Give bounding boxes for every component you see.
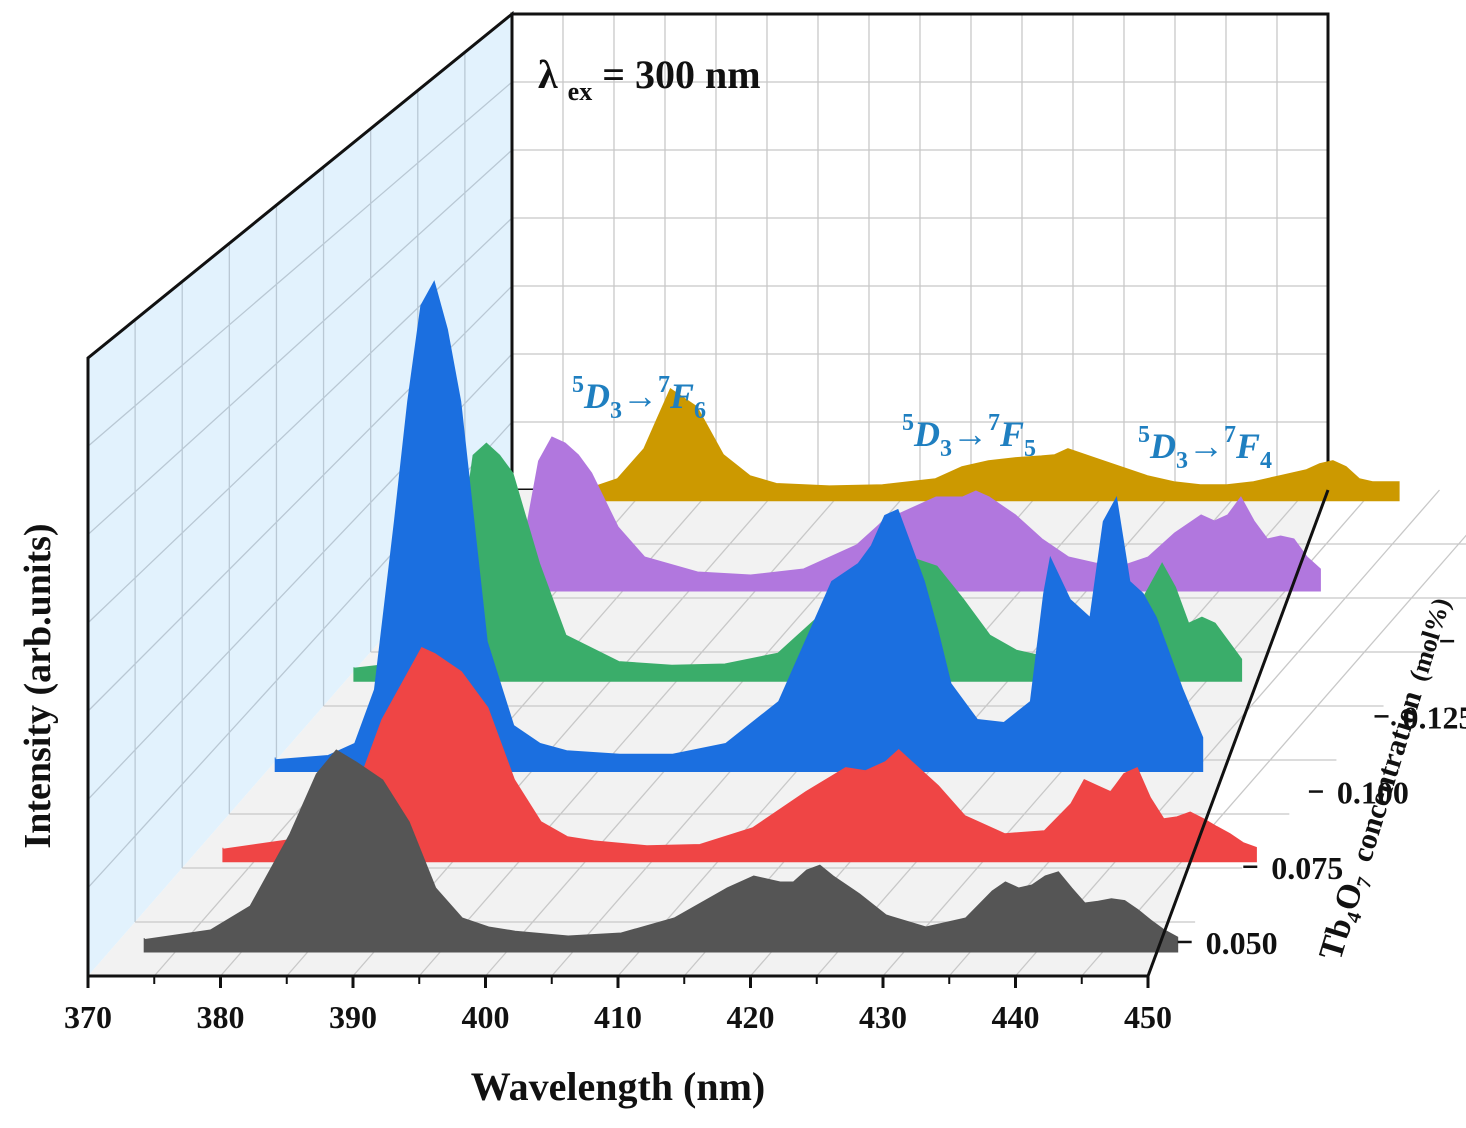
y-axis-title: Intensity (arb.units) — [17, 523, 59, 848]
z-axis-line — [1146, 489, 1330, 977]
x-axis-title: Wavelength (nm) — [471, 1064, 765, 1109]
x-tick-label: 370 — [64, 999, 112, 1035]
floor-grid-line — [418, 489, 844, 977]
excitation-value: = 300 nm — [602, 52, 760, 97]
z-tick-label: 0.100 — [1337, 775, 1409, 811]
side-grid-hline — [87, 217, 513, 624]
x-tick-label: 420 — [727, 999, 775, 1035]
z-axis-ticks: 0.0500.0750.1000.1250.1500.1750.2000.225… — [1177, 639, 1466, 961]
side-wall — [88, 14, 512, 976]
transition-label: 5D3→7F5 — [902, 410, 1036, 462]
transition-annotations: 5D3→7F6 5D3→7F5 5D3→7F4 — [572, 372, 1272, 474]
series-0.075 — [222, 647, 1257, 863]
series-0.100 — [274, 280, 1204, 772]
series-0.050 — [143, 749, 1179, 953]
z-tick-label: 0.050 — [1206, 925, 1278, 961]
x-tick-label: 390 — [329, 999, 377, 1035]
side-wall-frame — [86, 10, 514, 976]
lambda-symbol: λ — [538, 52, 558, 97]
z-axis-unit: (mol%) — [1403, 594, 1456, 684]
z-axis-title: Tb₄O₇ concentration (mol%) — [1312, 593, 1458, 965]
excitation-label: λ ex = 300 nm — [538, 52, 761, 109]
transition-label: 5D3→7F4 — [1138, 422, 1272, 474]
x-tick-label: 380 — [197, 999, 245, 1035]
floor-grid-line — [1015, 489, 1440, 977]
excitation-subscript: ex — [568, 77, 593, 106]
z-tick-label: 0.125 — [1403, 699, 1466, 735]
side-grid-hline — [87, 81, 513, 447]
x-tick-label: 430 — [859, 999, 907, 1035]
z-tick-label: 0.075 — [1271, 850, 1343, 886]
x-tick-label: 440 — [992, 999, 1040, 1035]
floor-grid-line — [1081, 534, 1466, 977]
x-tick-label: 410 — [594, 999, 642, 1035]
back-wall-grid — [512, 14, 1328, 490]
series-0.175 — [590, 387, 1400, 502]
side-grid-hline — [87, 149, 513, 536]
series-group — [143, 280, 1400, 953]
x-tick-label: 450 — [1124, 999, 1172, 1035]
transition-label: 5D3→7F6 — [572, 372, 706, 424]
x-axis-ticks: 370 380 390 400 410 420 430 440 450 — [64, 976, 1172, 1035]
side-wall-grid — [87, 52, 513, 922]
x-tick-label: 400 — [462, 999, 510, 1035]
